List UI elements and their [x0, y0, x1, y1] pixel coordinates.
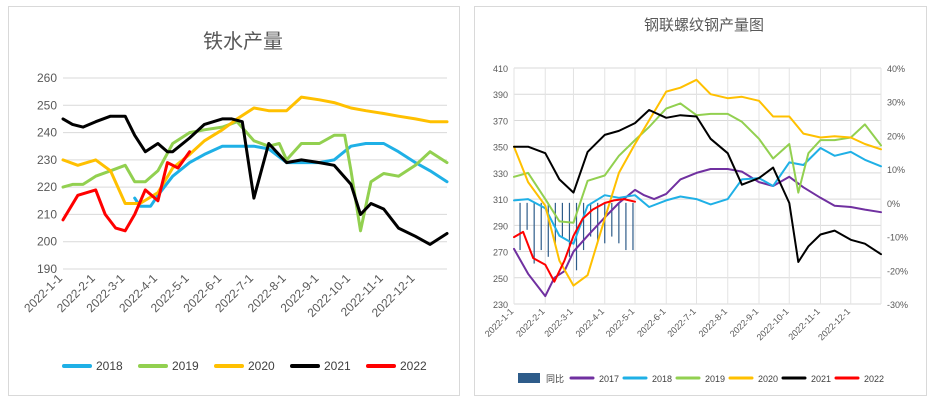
x-tick-label: 2022-5-1	[604, 306, 637, 339]
series-line-2022	[513, 198, 636, 283]
series-line-2017	[513, 168, 882, 298]
legend-label: 2020	[248, 359, 275, 373]
y-tick-label: 250	[493, 274, 508, 284]
y-tick-label: 260	[37, 71, 57, 85]
yoy-bar	[540, 202, 542, 251]
left-chart-title: 铁水产量	[203, 30, 283, 53]
x-tick-label: 2022-3-1	[542, 306, 575, 339]
yoy-bar	[533, 202, 535, 264]
series-line-2019	[61, 120, 449, 233]
yoy-bar	[625, 202, 627, 251]
legend-label: 2017	[599, 374, 619, 384]
series-line-2020	[513, 78, 882, 287]
legend-label: 2019	[172, 359, 199, 373]
yoy-bar	[582, 202, 585, 251]
y-tick-label: 230	[37, 153, 57, 167]
series-line-2021	[513, 109, 882, 263]
yoy-bar	[547, 202, 549, 257]
legend-label: 2020	[758, 374, 778, 384]
legend-label: 2021	[324, 359, 351, 373]
yoy-bar	[604, 202, 606, 244]
legend-label: 2018	[96, 359, 123, 373]
y-tick-label: 200	[37, 235, 57, 249]
y-tick-label: 290	[493, 221, 508, 231]
yoy-bar	[554, 202, 556, 244]
y-tick-label: 350	[493, 143, 508, 153]
series-line-2018	[513, 147, 882, 245]
y-tick-label: 410	[493, 64, 508, 74]
yoy-bar	[618, 202, 620, 244]
y-tick-label: 390	[493, 90, 508, 100]
series-line-2020	[61, 95, 449, 205]
yoy-bar	[590, 202, 592, 237]
legend-label: 2021	[811, 374, 831, 384]
series-line-2021	[61, 114, 449, 246]
y-tick-label: 230	[493, 300, 508, 310]
series-line-2018	[133, 142, 449, 208]
legend-swatch	[518, 373, 540, 383]
legend-label: 同比	[546, 373, 564, 384]
yoy-bar	[568, 202, 571, 257]
y-tick-label: 370	[493, 116, 508, 126]
yoy-bar	[632, 202, 634, 251]
right-chart-title: 钢联螺纹钢产量图	[644, 17, 764, 34]
y2-tick-label: 40%	[887, 64, 905, 74]
y2-tick-label: 20%	[887, 131, 905, 141]
legend-label: 2022	[864, 374, 884, 384]
yoy-bar	[526, 202, 528, 230]
yoy-bar	[597, 202, 599, 244]
yoy-bar	[611, 202, 613, 237]
left-chart-svg: 铁水产量 1902002102202302402502602022-1-1202…	[21, 30, 449, 373]
y-tick-label: 240	[37, 126, 57, 140]
x-tick-label: 2022-4-1	[574, 306, 607, 339]
x-tick-label: 2022-6-1	[635, 306, 668, 339]
x-tick-label: 2022-10-1	[755, 306, 791, 342]
yoy-bar	[519, 202, 521, 251]
y2-tick-label: -20%	[887, 266, 908, 276]
y-tick-label: 310	[493, 195, 508, 205]
y-tick-label: 220	[37, 180, 57, 194]
x-tick-label: 2022-12-1	[816, 306, 852, 342]
y2-tick-label: -10%	[887, 233, 908, 243]
y-tick-label: 210	[37, 207, 57, 221]
right-chart-svg: 钢联螺纹钢产量图 230 250 270 290 310 330 350 370 390 410 -…	[483, 17, 908, 384]
right-chart-frame	[474, 6, 927, 396]
left-chart-panel: 铁水产量 190 200 210 220 230 240 250 260 2022-1-1 202…	[0, 0, 466, 400]
x-tick-label: 2022-1-1	[483, 306, 516, 339]
y-tick-label: 190	[37, 262, 57, 276]
y2-tick-label: -30%	[887, 300, 908, 310]
series-line-2022	[61, 150, 192, 233]
yoy-bar	[561, 202, 563, 237]
legend-label: 2018	[652, 374, 672, 384]
y2-tick-label: 0%	[887, 199, 900, 209]
left-chart-frame	[8, 6, 460, 396]
legend-label: 2022	[400, 359, 427, 373]
right-chart-panel: 钢联螺纹钢产量图 230 250 270 290 310 330 350 370 390 410 -…	[466, 0, 933, 400]
x-tick-label: 2022-8-1	[697, 306, 730, 339]
y-tick-label: 250	[37, 98, 57, 112]
y2-tick-label: 30%	[887, 98, 905, 108]
x-tick-label: 2022-2-1	[514, 306, 547, 339]
x-tick-label: 2022-7-1	[665, 306, 698, 339]
y-tick-label: 270	[493, 248, 508, 258]
y2-tick-label: 10%	[887, 165, 905, 175]
legend-label: 2019	[705, 374, 725, 384]
series-line-2019	[513, 102, 882, 224]
y-tick-label: 330	[493, 169, 508, 179]
